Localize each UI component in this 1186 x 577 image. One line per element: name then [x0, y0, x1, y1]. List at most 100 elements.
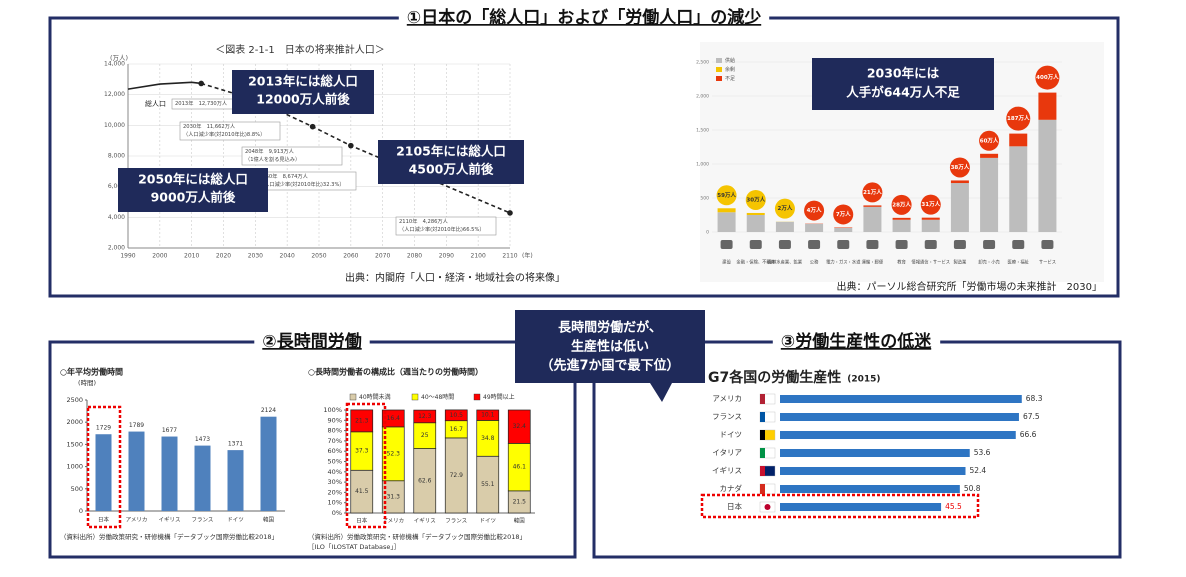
- annotation-box: [395, 216, 497, 236]
- x-tick-label: 韓国: [263, 516, 275, 524]
- bar-segment: [381, 409, 405, 428]
- label-badge: [891, 194, 912, 215]
- source: ［ILO「ILOSTAT Database」］: [308, 543, 400, 551]
- bar-segment: [746, 212, 765, 215]
- x-tick-label: 電力・ガス・水道: [826, 259, 861, 266]
- value-label: 46.1: [513, 464, 527, 471]
- icon: [720, 240, 733, 249]
- value-label: 1473: [195, 436, 210, 443]
- value-label: 38万人: [951, 163, 970, 171]
- legend-label: 余剰: [725, 66, 735, 73]
- flag-disc: [764, 504, 771, 510]
- y-tick-label: 80%: [328, 427, 342, 435]
- y-unit: (万人): [110, 54, 128, 62]
- category-label: イギリス: [712, 466, 742, 475]
- value-label: 52.3: [387, 450, 401, 457]
- source: （資料出所）労働政策研究・研修機構「データブック国際労働比較2018」: [60, 532, 278, 541]
- y-tick-label: 1,500: [696, 128, 709, 134]
- annotation-box: [179, 121, 281, 141]
- label-badge: [804, 200, 825, 221]
- legend-label: 49時間以上: [483, 393, 515, 401]
- x-tick-label: 教育: [897, 259, 906, 266]
- x-tick-label: 2050: [311, 253, 326, 260]
- y-unit: (時間): [78, 379, 96, 387]
- bar: [780, 467, 966, 475]
- value-label: 16.4: [387, 415, 401, 422]
- value-label: 41.5: [355, 488, 369, 495]
- x-tick-label: イギリス: [158, 517, 180, 524]
- x-tick-label: 2000: [152, 253, 167, 260]
- x-tick-label: 2070: [375, 253, 390, 260]
- value-label: 7万人: [836, 210, 851, 218]
- value-label: 68.3: [1026, 394, 1043, 403]
- bar: [227, 450, 244, 511]
- highlight: [86, 405, 122, 529]
- y-tick-label: 20%: [328, 488, 342, 496]
- y-tick-label: 4,000: [108, 214, 125, 221]
- category-label: ドイツ: [720, 430, 743, 439]
- source: 出典：内閣府「人口・経済・地域社会の将来像」: [345, 271, 565, 284]
- point: [198, 80, 205, 87]
- legend-label: 不足: [725, 76, 735, 82]
- value-label: 16.7: [450, 426, 464, 433]
- x-tick-label: 卸売・小売: [978, 259, 1000, 266]
- flag-stripe: [760, 430, 765, 440]
- value-label: 21.5: [513, 498, 527, 505]
- bar-segment: [921, 219, 940, 232]
- flag-stripe: [760, 484, 765, 494]
- legend-swatch: [411, 393, 419, 401]
- value-label: 10.1: [481, 412, 495, 419]
- legend-label: 供給: [725, 57, 735, 64]
- chart-title: ＜図表 2-1-1 日本の将来推計人口＞: [215, 43, 384, 56]
- x-tick-label: 日本: [98, 516, 110, 524]
- x-tick-label: 1990: [120, 253, 135, 260]
- x-tick-label: 2090: [439, 253, 454, 260]
- value-label: 62.6: [418, 477, 432, 484]
- label-badge: [949, 157, 970, 178]
- x-tick-label: イギリス: [414, 518, 436, 525]
- x-tick-label: サービス: [1039, 259, 1056, 266]
- flag-stripe: [760, 412, 765, 422]
- bar-segment: [775, 221, 794, 232]
- x-tick-label: 2060: [343, 253, 358, 260]
- annotation: 2048年 9,913万人: [245, 147, 294, 155]
- legend-swatch: [716, 58, 722, 63]
- x-tick-label: 韓国: [514, 517, 526, 525]
- icon: [924, 240, 937, 249]
- bar: [780, 503, 942, 511]
- bar: [780, 413, 1019, 421]
- highlight: [345, 402, 387, 529]
- source: 出典：パーソル総合研究所「労働市場の未来推計 2030」: [837, 280, 1102, 293]
- y-tick-label: 2,000: [696, 94, 709, 100]
- y-tick-label: 500: [700, 196, 709, 202]
- bar-segment: [717, 212, 736, 232]
- bar: [194, 445, 211, 511]
- label-badge: [862, 182, 883, 203]
- y-tick-label: 1000: [66, 463, 83, 471]
- value-label: 400万人: [1036, 73, 1059, 81]
- bar: [128, 431, 145, 511]
- bar-segment: [834, 227, 853, 232]
- value-label: 2124: [261, 407, 276, 414]
- annotation: 2030年 11,662万人: [183, 122, 235, 130]
- bar-segment: [950, 183, 969, 232]
- label-badge: [833, 204, 854, 225]
- y-tick-label: 70%: [328, 437, 342, 445]
- label-badge: [920, 194, 941, 215]
- annotation: 2013年 12,730万人: [175, 99, 227, 107]
- category-label: フランス: [712, 412, 742, 421]
- x-tick-label: ドイツ: [227, 518, 244, 524]
- x-tick-label: 日本: [356, 517, 368, 525]
- legend-swatch: [349, 393, 357, 401]
- value-label: 21万人: [863, 188, 882, 196]
- label-badge: [716, 185, 737, 206]
- value-label: 67.5: [1023, 412, 1040, 421]
- point: [309, 123, 316, 130]
- y-tick-label: 60%: [328, 447, 342, 455]
- bar-segment: [507, 409, 531, 444]
- value-label: 60万人: [980, 136, 999, 144]
- x-tick-label: 2040: [280, 253, 295, 260]
- y-tick-label: 2,500: [696, 60, 709, 66]
- x-tick-label: 医療・福祉: [1008, 259, 1030, 266]
